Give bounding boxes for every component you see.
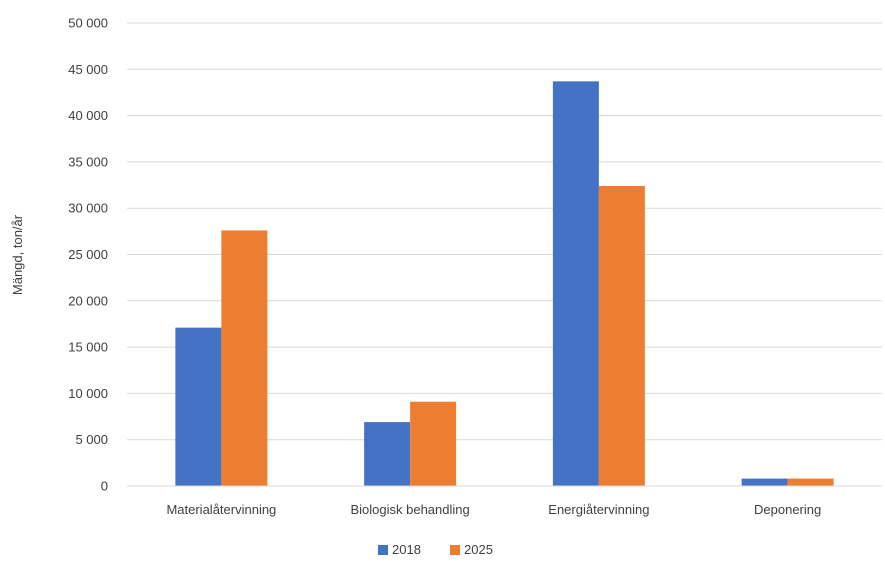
legend-label-2018: 2018 [392, 542, 421, 557]
x-tick-label: Deponering [754, 502, 821, 517]
y-tick-label: 40 000 [68, 108, 108, 123]
bar-2018-3 [741, 478, 788, 486]
bar-2018-2 [552, 81, 599, 486]
y-tick-label: 15 000 [68, 340, 108, 355]
y-tick-label: 10 000 [68, 386, 108, 401]
x-tick-label: Energiåtervinning [548, 502, 649, 517]
y-tick-label: 30 000 [68, 201, 108, 216]
bar-2025-0 [221, 230, 268, 486]
legend-label-2025: 2025 [464, 542, 493, 557]
legend-swatch-2018 [378, 545, 388, 555]
y-axis-label: Mängd, ton/år [10, 214, 25, 295]
bars [175, 81, 834, 486]
bar-2018-0 [175, 327, 222, 486]
y-tick-label: 20 000 [68, 293, 108, 308]
y-tick-label: 50 000 [68, 16, 108, 31]
x-axis-ticks: Materialåtervinning Biologisk behandling E… [166, 502, 821, 517]
legend: 2018 2025 [378, 542, 493, 557]
legend-swatch-2025 [450, 545, 460, 555]
y-tick-label: 45 000 [68, 62, 108, 77]
y-tick-label: 25 000 [68, 247, 108, 262]
y-tick-label: 0 [101, 479, 108, 494]
x-tick-label: Materialåtervinning [166, 502, 276, 517]
bar-2025-1 [410, 401, 457, 486]
y-tick-label: 35 000 [68, 154, 108, 169]
bar-2025-3 [787, 478, 834, 486]
bar-2025-2 [598, 185, 645, 486]
x-tick-label: Biologisk behandling [350, 502, 469, 517]
bar-2018-1 [364, 422, 411, 486]
y-tick-label: 5 000 [75, 432, 108, 447]
y-axis-ticks: 0 5 000 10 000 15 000 20 000 25 000 30 000 35 0… [68, 16, 108, 494]
